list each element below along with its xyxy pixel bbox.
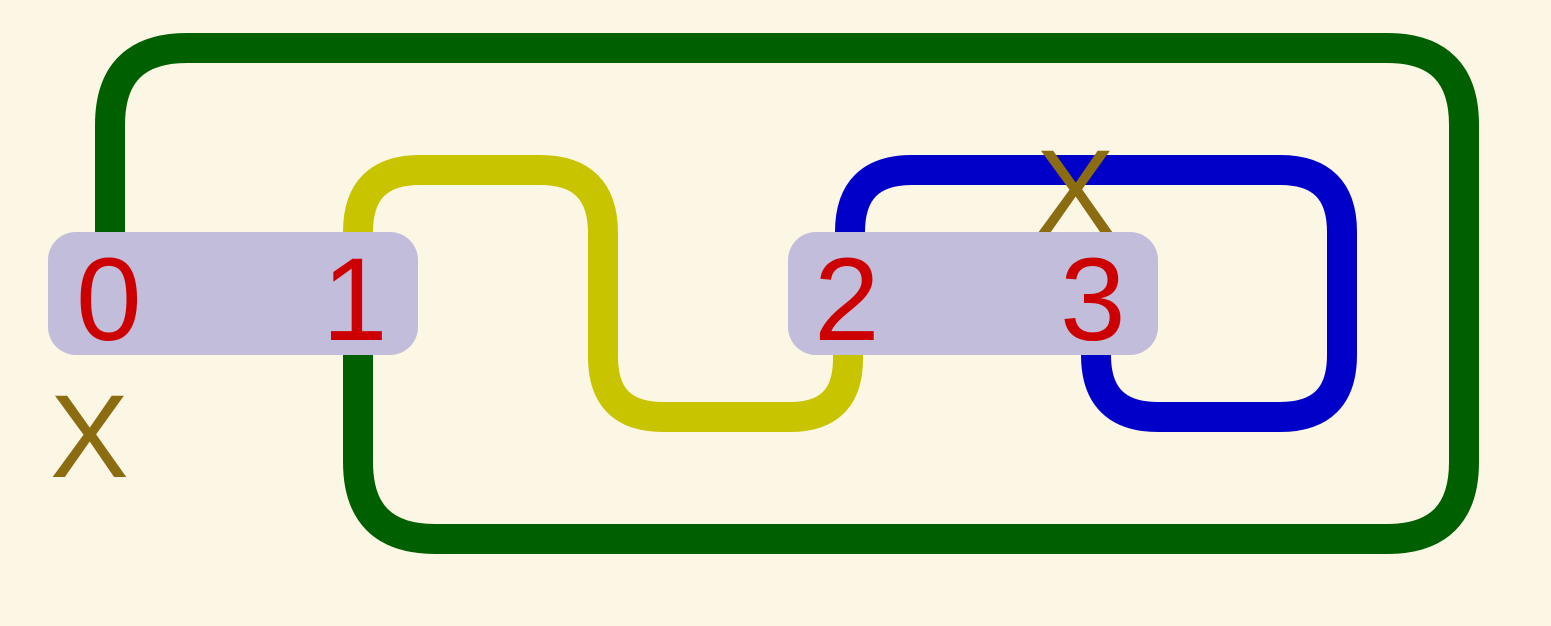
node-label-2: 2 [814, 234, 880, 366]
node-box-0-1 [48, 232, 418, 355]
node-label-1: 1 [322, 234, 388, 366]
wire-yellow-1-2 [343, 155, 863, 432]
wire-green-0-1 [95, 33, 1479, 554]
node-label-3: 3 [1060, 234, 1126, 366]
marker-x-node-0: X [50, 371, 129, 503]
marker-x-node-3: X [1036, 126, 1115, 258]
node-label-0: 0 [76, 234, 142, 366]
node-box-2-3 [788, 232, 1158, 355]
wire-blue-2-3 [835, 155, 1357, 432]
